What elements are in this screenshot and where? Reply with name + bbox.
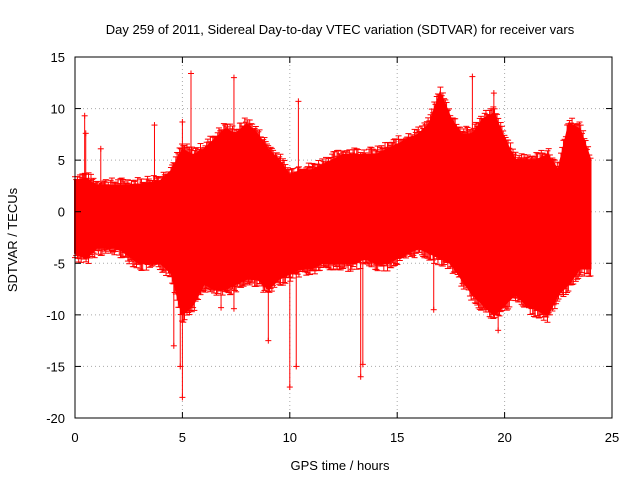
outlier-point <box>544 311 551 318</box>
y-tick-label: -10 <box>46 308 65 323</box>
y-tick-label: 5 <box>58 153 65 168</box>
outlier-point <box>187 70 194 77</box>
outlier-point <box>490 90 497 97</box>
outlier-point <box>230 305 237 312</box>
outlier-point <box>179 118 186 125</box>
outlier-point <box>170 342 177 349</box>
y-tick-label: -20 <box>46 411 65 426</box>
axis-tick-labels: 0 5 10 15 20 25 15 10 5 0 -5 -10 -15 -20 <box>46 50 619 445</box>
x-tick-label: 5 <box>179 430 186 445</box>
outlier-point <box>495 327 502 334</box>
outlier-point <box>265 337 272 344</box>
chart-title: Day 259 of 2011, Sidereal Day-to-day VTE… <box>106 22 575 37</box>
outlier-point <box>469 73 476 80</box>
outlier-point <box>151 122 158 129</box>
outlier-point <box>179 394 186 401</box>
outlier-point <box>357 373 364 380</box>
x-tick-label: 10 <box>283 430 297 445</box>
y-tick-label: 10 <box>51 102 65 117</box>
outlier-point <box>359 361 366 368</box>
outlier-point <box>81 112 88 119</box>
axis-ticks <box>74 56 613 419</box>
y-tick-label: 0 <box>58 205 65 220</box>
x-axis-label: GPS time / hours <box>291 458 390 473</box>
outlier-point <box>97 145 104 152</box>
x-tick-label: 20 <box>497 430 511 445</box>
outlier-point <box>82 130 89 137</box>
x-tick-label: 25 <box>605 430 619 445</box>
y-tick-label: -15 <box>46 359 65 374</box>
y-tick-label: -5 <box>53 256 65 271</box>
outlier-point <box>295 98 302 105</box>
y-tick-label: 15 <box>51 50 65 65</box>
x-tick-label: 0 <box>71 430 78 445</box>
data-layer <box>72 70 594 401</box>
plot-frame <box>74 56 613 419</box>
outlier-point <box>218 304 225 311</box>
outlier-point <box>286 384 293 391</box>
outlier-point <box>293 363 300 370</box>
outlier-point <box>430 306 437 313</box>
x-tick-label: 15 <box>390 430 404 445</box>
outlier-point <box>230 74 237 81</box>
y-axis-label: SDTVAR / TECUs <box>5 187 20 292</box>
